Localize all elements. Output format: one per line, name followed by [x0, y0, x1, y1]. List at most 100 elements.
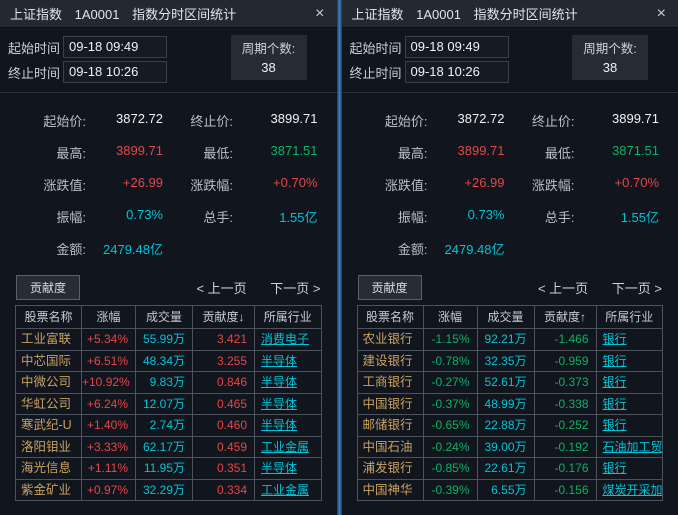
volume-cell: 22.88万 [478, 415, 535, 436]
table-row[interactable]: 海光信息 +1.11% 11.95万 0.351 半导体 [16, 458, 321, 480]
column-header[interactable]: 成交量 [478, 306, 535, 328]
table-row[interactable]: 中国银行 -0.37% 48.99万 -0.338 银行 [357, 393, 662, 415]
stat-item: 总手: 1.55亿 [163, 207, 317, 226]
change-cell: -0.65% [424, 415, 478, 436]
column-header[interactable]: 股票名称 [16, 306, 82, 328]
time-range-section: 起始时间 09-18 09:49 终止时间 09-18 10:26 周期个数: … [341, 28, 678, 93]
industry-link[interactable]: 消费电子 [261, 332, 310, 346]
stat-value: 3872.72 [457, 110, 505, 126]
industry-link[interactable]: 半导体 [261, 418, 298, 432]
period-count-label: 周期个数: [241, 42, 296, 56]
stat-label: 最低: [203, 145, 233, 161]
table-row[interactable]: 农业银行 -1.15% 92.21万 -1.466 银行 [357, 329, 662, 351]
table-row[interactable]: 华虹公司 +6.24% 12.07万 0.465 半导体 [16, 393, 321, 415]
end-time-label: 终止时间 [349, 65, 402, 81]
stat-label: 总手: [203, 209, 233, 225]
contribution-cell: -0.176 [535, 458, 597, 479]
column-header[interactable]: 涨幅 [424, 306, 478, 328]
contribution-cell: 0.460 [193, 415, 255, 436]
table-row[interactable]: 中国石油 -0.24% 39.00万 -0.192 石油加工贸 [357, 436, 663, 458]
start-time-row: 起始时间 09-18 09:49 [8, 35, 231, 59]
period-count-label: 周期个数: [583, 42, 637, 56]
column-header[interactable]: 所属行业 [263, 310, 312, 324]
volume-cell: 32.35万 [478, 350, 535, 371]
next-page-button[interactable]: 下一页 > [611, 281, 662, 296]
stat-item: 涨跌幅: +0.70% [163, 175, 317, 194]
next-page-button[interactable]: 下一页 > [270, 281, 321, 296]
contribution-cell: -0.338 [535, 393, 597, 414]
column-header[interactable]: 所属行业 [605, 310, 654, 324]
change-cell: -0.78% [424, 350, 478, 371]
industry-link[interactable]: 银行 [602, 418, 627, 432]
stock-name-cell: 紫金矿业 [16, 479, 82, 500]
stat-value: 0.73% [126, 206, 163, 222]
tab-contribution[interactable]: 贡献度 [357, 275, 422, 300]
industry-link[interactable]: 半导体 [261, 353, 298, 368]
stat-label: 总手: [544, 209, 575, 225]
industry-link[interactable]: 石油加工贸 [602, 439, 663, 454]
industry-link[interactable]: 银行 [602, 375, 627, 389]
contribution-cell: -0.252 [535, 415, 597, 436]
stock-name-cell: 中国银行 [358, 393, 424, 414]
period-count-box: 周期个数: 38 [230, 35, 307, 80]
stock-name-cell: 中国神华 [358, 479, 424, 500]
table-row[interactable]: 紫金矿业 +0.97% 32.29万 0.334 工业金属 [16, 479, 321, 501]
column-header[interactable]: 股票名称 [358, 306, 424, 328]
stat-label: 最高: [397, 145, 428, 161]
stock-name-cell: 邮储银行 [358, 415, 424, 436]
industry-link[interactable]: 半导体 [261, 461, 298, 475]
stock-table-header: 股票名称 涨幅 成交量 贡献度↓ 所属行业 [16, 306, 321, 329]
volume-cell: 55.99万 [136, 329, 193, 350]
industry-link[interactable]: 银行 [602, 353, 627, 368]
index-code: 1A0001 [416, 7, 461, 22]
column-header[interactable]: 涨幅 [82, 306, 136, 328]
change-cell: -0.85% [424, 458, 478, 479]
table-row[interactable]: 中芯国际 +6.51% 48.34万 3.255 半导体 [16, 350, 321, 372]
window-titlebar[interactable]: 上证指数 1A0001 指数分时区间统计 × [0, 0, 337, 28]
industry-link[interactable]: 工业金属 [261, 439, 310, 454]
industry-link[interactable]: 半导体 [261, 375, 298, 389]
close-icon[interactable]: × [656, 4, 666, 22]
column-header[interactable]: 贡献度↓ [193, 306, 255, 328]
table-row[interactable]: 邮储银行 -0.65% 22.88万 -0.252 银行 [357, 415, 662, 437]
industry-link[interactable]: 银行 [602, 461, 627, 475]
column-header[interactable]: 贡献度↑ [535, 306, 597, 328]
start-time-input[interactable]: 09-18 09:49 [63, 36, 167, 58]
start-time-input[interactable]: 09-18 09:49 [404, 36, 509, 58]
industry-link[interactable]: 煤炭开采加 [602, 482, 663, 497]
table-row[interactable]: 浦发银行 -0.85% 22.61万 -0.176 银行 [357, 458, 662, 480]
stock-name-cell: 洛阳钼业 [16, 436, 82, 457]
prev-page-button[interactable]: < 上一页 [537, 281, 589, 296]
window-titlebar[interactable]: 上证指数 1A0001 指数分时区间统计 × [341, 0, 678, 28]
tab-contribution[interactable]: 贡献度 [16, 275, 81, 300]
table-row[interactable]: 中国神华 -0.39% 6.55万 -0.156 煤炭开采加 [357, 479, 663, 501]
table-row[interactable]: 建设银行 -0.78% 32.35万 -0.959 银行 [357, 350, 662, 372]
stock-name-cell: 工商银行 [358, 372, 424, 393]
tab-row: 贡献度 < 上一页 下一页 > [0, 270, 337, 305]
stock-name-cell: 农业银行 [358, 329, 424, 350]
stat-item: 金额: 2479.48亿 [358, 239, 505, 258]
stats-grid: 起始价: 3872.72 终止价: 3899.71 最高: 3899.71 最低: 3871.… [0, 93, 337, 270]
column-header[interactable]: 成交量 [136, 306, 193, 328]
close-icon[interactable]: × [315, 4, 325, 22]
table-row[interactable]: 工业富联 +5.34% 55.99万 3.421 消费电子 [16, 329, 321, 351]
table-row[interactable]: 工商银行 -0.27% 52.61万 -0.373 银行 [357, 372, 662, 394]
change-cell: +1.40% [82, 415, 136, 436]
end-time-input[interactable]: 09-18 10:26 [404, 61, 509, 83]
stats-grid: 起始价: 3872.72 终止价: 3899.71 最高: 3899.71 最低: 3871.… [342, 93, 678, 270]
table-row[interactable]: 寒武纪-U +1.40% 2.74万 0.460 半导体 [16, 415, 321, 437]
industry-link[interactable]: 半导体 [261, 396, 298, 411]
table-row[interactable]: 洛阳钼业 +3.33% 62.17万 0.459 工业金属 [16, 436, 321, 458]
stat-value: 3899.71 [612, 110, 659, 126]
end-time-input[interactable]: 09-18 10:26 [63, 61, 167, 83]
table-row[interactable]: 中微公司 +10.92% 9.83万 0.846 半导体 [16, 372, 321, 394]
stat-label: 最低: [544, 145, 575, 161]
industry-link[interactable]: 银行 [602, 396, 627, 411]
window-subtitle: 指数分时区间统计 [132, 7, 237, 22]
volume-cell: 39.00万 [478, 436, 535, 457]
stat-value: 3899.71 [270, 110, 318, 126]
industry-link[interactable]: 银行 [602, 332, 627, 346]
prev-page-button[interactable]: < 上一页 [196, 281, 247, 296]
industry-link[interactable]: 工业金属 [261, 482, 310, 497]
contribution-cell: 3.255 [193, 350, 255, 371]
